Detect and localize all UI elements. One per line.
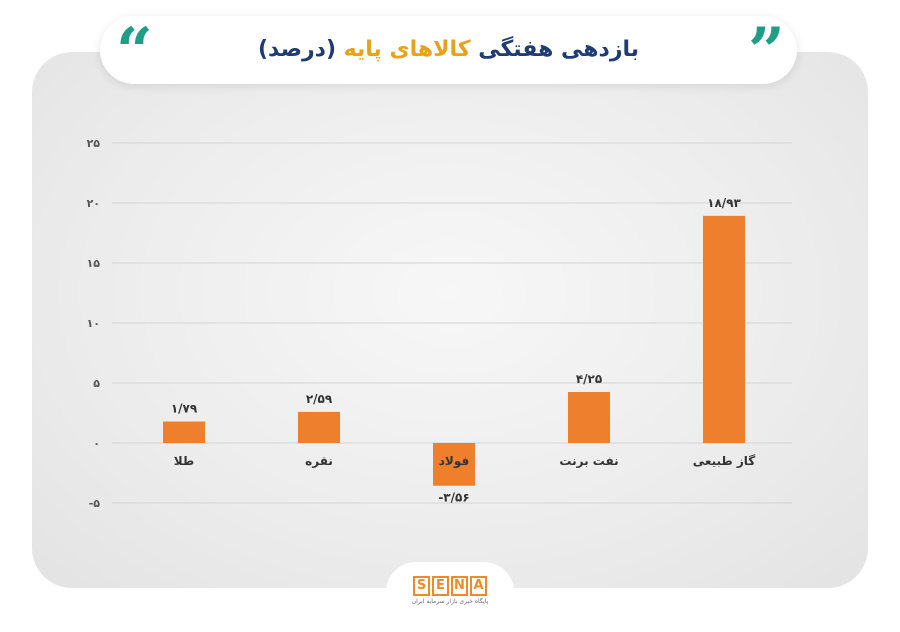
y-tick-label: ۲۵ — [87, 137, 101, 150]
y-tick-label: -۵ — [89, 497, 101, 510]
category-label: فولاد — [439, 454, 469, 469]
category-label: طلا — [174, 454, 194, 468]
bar — [298, 411, 340, 443]
category-label: گاز طبیعی — [693, 454, 756, 468]
logo-letter: A — [470, 576, 487, 596]
category-label: نقره — [305, 454, 333, 468]
y-tick-label: ۵ — [93, 377, 100, 390]
title-part-1: بازدهی هفتگی — [478, 36, 640, 62]
bar — [703, 215, 745, 443]
y-tick-label: ۲۰ — [87, 197, 100, 210]
data-label: ۲/۵۹ — [306, 392, 333, 406]
category-label: نفت برنت — [559, 454, 618, 468]
title-part-2: کالاهای پایه — [343, 36, 471, 62]
y-tick-label: ۱۵ — [87, 257, 101, 270]
title-bar — [100, 16, 797, 84]
sena-logo: S E N A — [413, 576, 487, 596]
y-axis-ticks: ۲۵ ۲۰ ۱۵ ۱۰ ۵ ۰ -۵ — [87, 137, 101, 510]
open-quote-icon: “ — [116, 14, 153, 89]
close-quote-icon: ” — [748, 14, 785, 89]
logo-letter: E — [432, 576, 449, 596]
logo-subtitle: پایگاه خبری بازار سرمایه ایران — [411, 598, 489, 605]
title-part-3: (درصد) — [257, 36, 336, 62]
bar — [568, 392, 610, 443]
labels: ۱/۷۹ طلا ۲/۵۹ نقره -۳/۵۶ فولاد ۴/۲۵ نفت برنت ۱۸/… — [171, 196, 755, 505]
logo-letter: S — [413, 576, 430, 596]
data-label: -۳/۵۶ — [438, 491, 469, 505]
chart-title: بازدهی هفتگی کالاهای پایه (درصد) — [100, 16, 797, 82]
data-label: ۱/۷۹ — [171, 402, 198, 416]
logo-letter: N — [451, 576, 468, 596]
data-label: ۴/۲۵ — [576, 372, 602, 386]
bar — [163, 421, 205, 443]
y-tick-label: ۱۰ — [87, 317, 100, 330]
bar — [433, 443, 475, 486]
logo-tab — [386, 562, 514, 632]
y-tick-label: ۰ — [93, 437, 100, 450]
data-label: ۱۸/۹۳ — [707, 196, 741, 210]
bars — [163, 215, 745, 486]
